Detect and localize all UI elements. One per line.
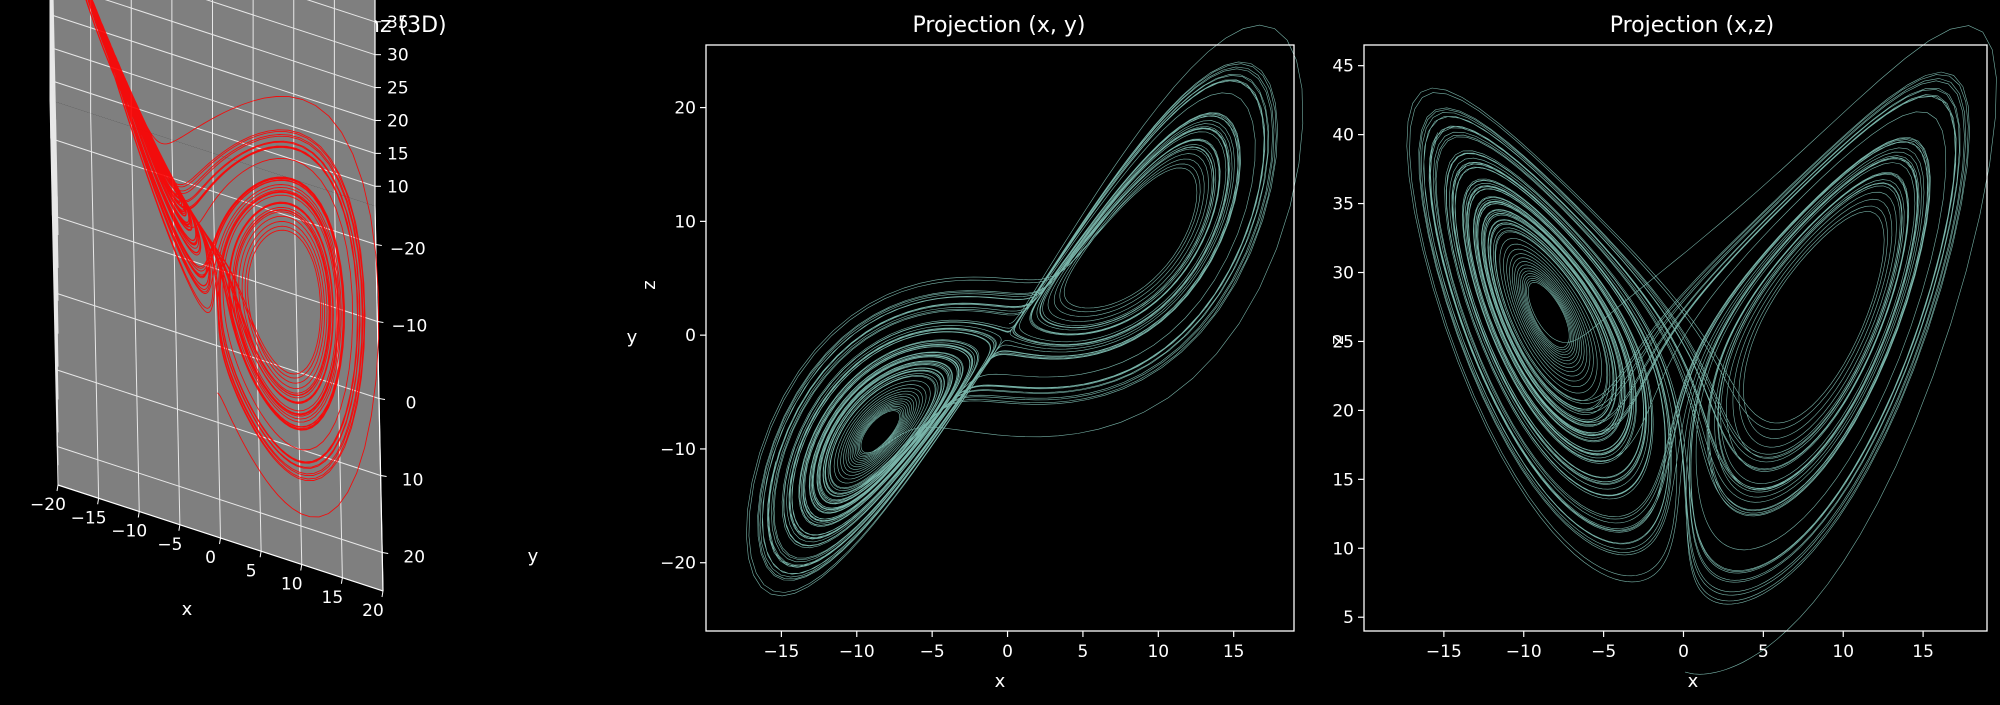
- projection-xz-panel: Projection (x,z) −15 −10 −5 0 5 10 15 5 10 15 20 25…: [1327, 13, 1997, 692]
- z3d-tick-label: 30: [387, 46, 409, 66]
- z3d-tick-label: 35: [387, 13, 409, 33]
- xz-ytick-label: 25: [1332, 332, 1354, 352]
- grid-left-z: [49, 14, 59, 400]
- grid-left-z: [49, 80, 59, 466]
- projection-xz-trajectory: [1406, 25, 1997, 675]
- x3d-tick: [178, 524, 181, 531]
- xz-xtick-label: −10: [1506, 642, 1542, 662]
- grid-left-z: [49, 0, 59, 367]
- panel-xy-ylabel: z: [639, 280, 660, 289]
- xz-xtick-label: −5: [1591, 642, 1616, 662]
- x3d-tick: [259, 551, 262, 558]
- panel-3d-xlabel: x: [182, 599, 193, 620]
- xz-xtick-label: 5: [1758, 642, 1769, 662]
- x3d-tick-label: −10: [111, 522, 147, 542]
- xz-ytick-label: 30: [1332, 264, 1354, 284]
- xy-xtick-label: 0: [1002, 642, 1013, 662]
- x3d-tick: [381, 590, 384, 598]
- x3d-tick-label: 5: [246, 561, 257, 581]
- xz-xtick-label: 0: [1678, 642, 1689, 662]
- xz-ytick-label: 35: [1332, 195, 1354, 215]
- x3d-tick: [97, 498, 100, 505]
- x3d-tick: [300, 564, 303, 571]
- grid-back-z: [104, 0, 376, 89]
- x3d-tick: [56, 484, 59, 492]
- y3d-tick-label: 10: [402, 471, 424, 491]
- panel-xy-xlabel: x: [995, 671, 1006, 692]
- xz-ytick-label: 20: [1332, 401, 1354, 421]
- lorenz-3d-panel: Attracteur de Lorenz (3D) −20−15−10−5051…: [30, 0, 638, 621]
- y3d-tick: [375, 244, 382, 246]
- grid-left-z: [51, 0, 59, 268]
- x3d-tick: [219, 537, 221, 545]
- xy-xtick-label: −15: [763, 642, 799, 662]
- y3d-tick-label: −10: [391, 317, 427, 337]
- grid-back-z: [49, 79, 376, 187]
- panel-xz-ylabel: z: [1327, 335, 1348, 344]
- grid-left-z: [52, 0, 59, 236]
- xz-ytick-label: 40: [1332, 126, 1354, 146]
- xz-ytick-label: 15: [1332, 470, 1354, 490]
- panel-xz-title: Projection (x,z): [1610, 13, 1775, 38]
- projection-xz-axes-frame: [1363, 44, 1988, 632]
- y3d-tick-label: −20: [390, 240, 426, 260]
- xz-xtick-label: −15: [1426, 642, 1462, 662]
- panel-xy-title: Projection (x, y): [913, 13, 1086, 38]
- xy-ytick-label: 20: [674, 99, 696, 119]
- lorenz-3d-trajectory: [85, 0, 380, 518]
- y3d-tick: [382, 552, 389, 554]
- panel-3d-ylabel: y: [528, 546, 539, 567]
- xy-xtick-label: 10: [1147, 642, 1169, 662]
- grid-floor-y: [53, 292, 380, 399]
- xz-xtick-label: 15: [1912, 642, 1934, 662]
- xy-ytick-label: −10: [660, 440, 696, 460]
- xy-ytick-label: 10: [674, 212, 696, 232]
- y3d-tick: [377, 321, 384, 323]
- grid-floor-y: [55, 369, 381, 476]
- z3d-tick-label: 10: [387, 177, 409, 197]
- panel-xz-xlabel: x: [1688, 671, 1699, 692]
- projection-xy-panel: Projection (x, y) −15 −10 −5 0 5 10 15 −20 −10 0 1…: [639, 13, 1304, 692]
- x3d-tick-label: 20: [362, 601, 384, 621]
- x3d-tick-label: 10: [281, 575, 303, 595]
- xy-ytick-label: 0: [685, 326, 696, 346]
- xy-xtick-label: −5: [920, 642, 945, 662]
- xz-ytick-label: 5: [1343, 608, 1354, 628]
- grid-left-z: [50, 0, 59, 334]
- grid-back-z: [205, 0, 376, 56]
- xy-xtick-label: 5: [1078, 642, 1089, 662]
- x3d-tick-label: −15: [71, 508, 107, 528]
- grid-back-z: [306, 0, 376, 23]
- panel-3d-zlabel: y: [627, 327, 638, 348]
- x3d-tick: [137, 511, 140, 518]
- xz-xtick-label: 10: [1832, 642, 1854, 662]
- x3d-tick-label: −5: [157, 535, 182, 555]
- grid-floor-y: [57, 446, 383, 553]
- projection-xy-trajectory: [746, 24, 1304, 597]
- xy-xtick-label: 15: [1223, 642, 1245, 662]
- grid-back-z: [49, 46, 376, 154]
- projection-xy-axes-frame: [705, 44, 1295, 632]
- x3d-tick: [340, 577, 343, 584]
- z3d-tick-label: 15: [387, 144, 409, 164]
- y3d-tick-label: 0: [406, 394, 417, 414]
- x3d-tick-label: −20: [30, 495, 66, 515]
- x3d-tick-label: 0: [205, 548, 216, 568]
- y3d-tick: [378, 398, 386, 400]
- z3d-tick-label: 20: [387, 111, 409, 131]
- y3d-tick-label: 20: [403, 548, 425, 568]
- x3d-tick-label: 15: [322, 588, 344, 608]
- xz-ytick-label: 45: [1332, 57, 1354, 77]
- y3d-tick: [380, 475, 387, 477]
- grid-left-z: [51, 0, 59, 301]
- xy-ytick-label: −20: [660, 554, 696, 574]
- xy-xtick-label: −10: [839, 642, 875, 662]
- z3d-tick-label: 25: [387, 79, 409, 99]
- xz-ytick-label: 10: [1332, 539, 1354, 559]
- grid-left-z: [49, 47, 59, 433]
